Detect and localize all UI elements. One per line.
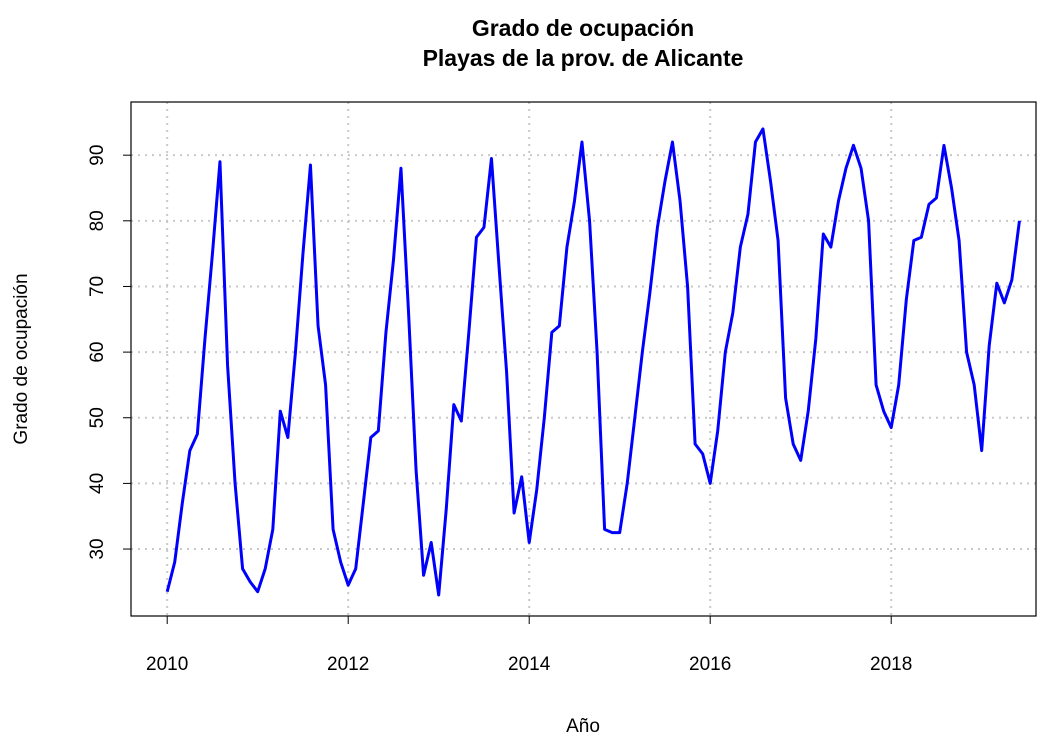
x-tick-label: 2010 [146,654,188,675]
x-tick-label: 2012 [327,654,369,675]
y-tick-label: 70 [87,276,108,297]
x-tick-label: 2014 [508,654,551,675]
y-tick-label: 30 [87,538,108,559]
x-axis-label: Año [566,716,600,737]
y-tick-label: 60 [87,342,108,363]
y-tick-label: 90 [87,145,108,166]
chart-title: Playas de la prov. de Alicante [423,45,744,71]
y-tick-label: 80 [87,210,108,231]
y-tick-label: 40 [87,473,108,494]
x-tick-label: 2018 [870,654,912,675]
y-tick-label: 50 [87,407,108,428]
x-tick-label: 2016 [689,654,731,675]
y-axis-label: Grado de ocupación [11,273,32,444]
plot-frame [130,101,1037,617]
data-line [165,127,1021,597]
chart-title: Grado de ocupación [472,15,694,41]
